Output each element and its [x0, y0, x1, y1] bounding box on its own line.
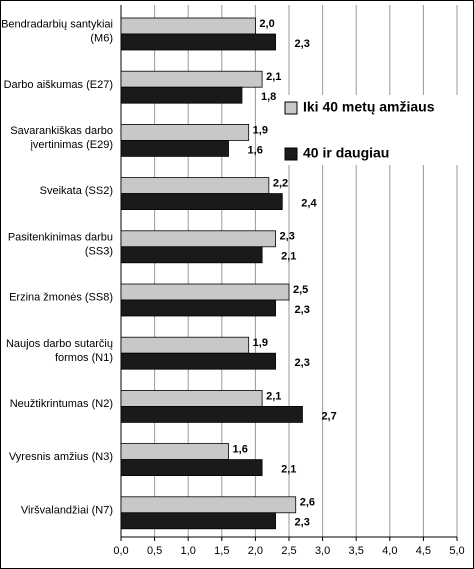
y-tick-label: Vyresnis amžius (N3) [9, 451, 113, 463]
category-line: Neužtikrintumas (N2) [10, 398, 113, 410]
x-tick-label: 5,0 [449, 545, 464, 557]
x-tick-label: 0,5 [147, 545, 162, 557]
value-label: 1,6 [233, 444, 248, 456]
category-line: Savarankiškas darbo [10, 125, 113, 137]
value-label: 1,8 [261, 91, 276, 103]
bar [120, 124, 250, 141]
value-label: 2,1 [281, 464, 296, 476]
bar [120, 512, 276, 530]
y-tick-label: Naujos darbo sutarčių formos (N1) [6, 338, 113, 364]
y-tick-label: Darbo aiškumas (E27) [4, 79, 113, 91]
value-label: 2,0 [259, 18, 274, 30]
x-tick-label: 2,0 [248, 545, 263, 557]
bar [120, 283, 290, 301]
x-tick-label: 3,0 [315, 545, 330, 557]
value-label: 2,6 [300, 497, 315, 509]
value-label: 2,1 [266, 390, 281, 402]
x-tick-label: 3,5 [349, 545, 364, 557]
value-label: 2,1 [266, 71, 281, 83]
category-line: Naujos darbo sutarčių [6, 338, 113, 350]
y-tick-label: Pasitenkinimas darbu (SS3) [8, 231, 113, 257]
value-label: 2,7 [321, 410, 336, 422]
category-line: (SS3) [85, 245, 113, 257]
bar [120, 459, 263, 477]
bar [120, 246, 263, 264]
bar [120, 139, 229, 157]
y-tick-label: Neužtikrintumas (N2) [10, 398, 113, 410]
bar [120, 230, 276, 248]
bar [120, 389, 263, 407]
y-tick-label: Savarankiškas darbo įvertinimas (E29) [10, 125, 113, 151]
x-tick-label: 1,5 [214, 545, 229, 557]
value-label: 2,3 [295, 357, 310, 369]
x-tick-label: 2,5 [281, 545, 296, 557]
bar [120, 177, 270, 195]
y-tick-label: Sveikata (SS2) [40, 185, 113, 197]
category-line: Viršvalandžiai (N7) [21, 504, 113, 516]
category-line: Darbo aiškumas (E27) [4, 79, 113, 91]
x-tick-label: 0,0 [113, 545, 128, 557]
value-label: 1,9 [253, 337, 268, 349]
category-line: Bendradarbių santykiai [1, 19, 113, 31]
legend-swatch [284, 147, 298, 161]
category-line: Sveikata (SS2) [40, 185, 113, 197]
bar [120, 336, 250, 354]
category-line: (M6) [90, 33, 113, 45]
bar [120, 33, 276, 51]
x-tick-label: 4,5 [416, 545, 431, 557]
y-tick-label: Bendradarbių santykiai (M6) [1, 19, 113, 45]
legend-label: 40 ir daugiau [303, 145, 389, 161]
bar [120, 496, 297, 514]
value-label: 1,9 [253, 124, 268, 136]
bar [120, 17, 256, 35]
bar [120, 443, 229, 461]
bar [120, 299, 276, 317]
bar [120, 86, 243, 104]
bar [120, 405, 303, 423]
value-label: 2,5 [293, 284, 308, 296]
legend-box [281, 95, 461, 165]
x-tick-label: 1,0 [181, 545, 196, 557]
value-label: 2,3 [295, 304, 310, 316]
category-line: Pasitenkinimas darbu [8, 231, 113, 243]
value-label: 2,3 [295, 517, 310, 529]
bar [120, 193, 283, 211]
category-line: formos (N1) [55, 352, 113, 364]
legend-swatch [284, 101, 298, 115]
x-tick-label: 4,0 [382, 545, 397, 557]
value-label: 2,3 [280, 231, 295, 243]
y-tick-label: Erzina žmonės (SS8) [9, 292, 113, 304]
bar [120, 70, 263, 88]
value-label: 1,6 [248, 144, 263, 156]
y-tick-label: Viršvalandžiai (N7) [21, 504, 113, 516]
category-line: Erzina žmonės (SS8) [9, 292, 113, 304]
value-label: 2,4 [301, 198, 317, 210]
value-label: 2,3 [295, 38, 310, 50]
category-line: Vyresnis amžius (N3) [9, 451, 113, 463]
category-line: įvertinimas (E29) [30, 139, 113, 151]
value-label: 2,2 [273, 178, 288, 190]
legend-label: Iki 40 metų amžiaus [303, 99, 435, 115]
bar [120, 352, 276, 370]
value-label: 2,1 [281, 251, 296, 263]
